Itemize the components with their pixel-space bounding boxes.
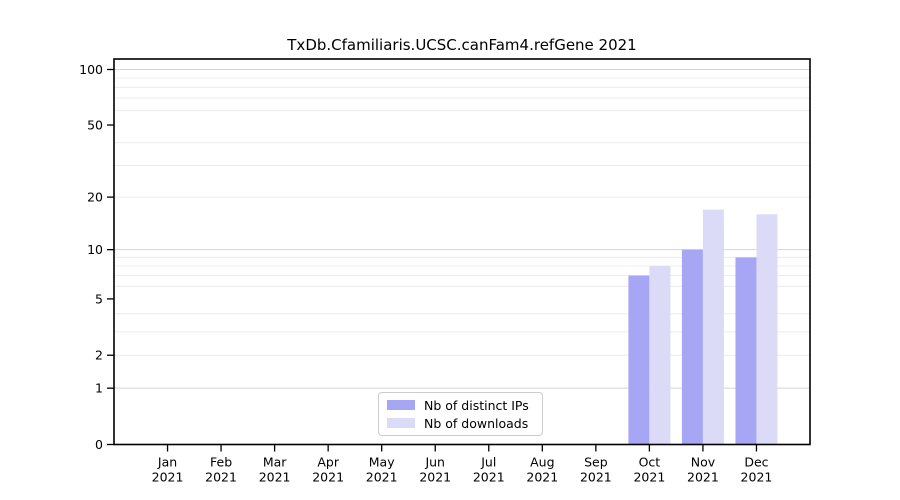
y-tick-label-10: 10 [87, 242, 103, 257]
x-tick-label-jan: Jan 2021 [152, 455, 184, 485]
x-tick-label-may: May 2021 [366, 455, 398, 485]
x-tick-label-apr: Apr 2021 [312, 455, 344, 485]
y-tick-label-0: 0 [95, 437, 103, 452]
legend-label-distinct-ips: Nb of distinct IPs [424, 397, 529, 413]
bar-distinct-ips-nov-2021 [681, 249, 703, 445]
bar-downloads-nov-2021 [702, 209, 724, 445]
legend-swatch-distinct-ips [387, 400, 415, 410]
y-tick-label-20: 20 [87, 190, 103, 205]
chart-title: TxDb.Cfamiliaris.UCSC.canFam4.refGene 20… [287, 36, 637, 54]
bar-distinct-ips-oct-2021 [628, 275, 650, 445]
x-tick-label-jul: Jul 2021 [473, 455, 505, 485]
x-tick-label-jun: Jun 2021 [419, 455, 451, 485]
y-tick-label-50: 50 [87, 118, 103, 133]
legend-item-distinct-ips: Nb of distinct IPs [387, 398, 534, 413]
y-tick-label-100: 100 [79, 62, 103, 77]
y-tick-label-2: 2 [95, 348, 103, 363]
bar-downloads-oct-2021 [649, 265, 671, 445]
legend-label-downloads: Nb of downloads [424, 415, 529, 431]
bar-distinct-ips-dec-2021 [735, 257, 757, 445]
x-tick-label-nov: Nov 2021 [687, 455, 719, 485]
x-tick-label-oct: Oct 2021 [633, 455, 665, 485]
y-tick-label-5: 5 [95, 291, 103, 306]
legend-item-downloads: Nb of downloads [387, 416, 534, 431]
x-tick-label-sep: Sep 2021 [580, 455, 612, 485]
legend: Nb of distinct IPs Nb of downloads [378, 392, 543, 436]
bar-downloads-dec-2021 [756, 214, 778, 445]
x-tick-label-mar: Mar 2021 [259, 455, 291, 485]
x-tick-label-aug: Aug 2021 [526, 455, 558, 485]
plot-border [113, 58, 811, 446]
legend-swatch-downloads [387, 418, 415, 428]
x-tick-label-feb: Feb 2021 [205, 455, 237, 485]
x-tick-label-dec: Dec 2021 [741, 455, 773, 485]
y-tick-label-1: 1 [95, 381, 103, 396]
